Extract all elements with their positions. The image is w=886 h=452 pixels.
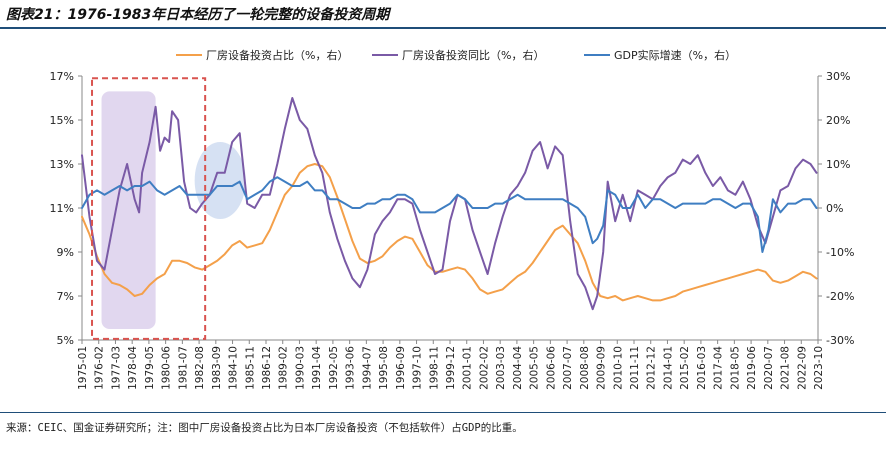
x-tick-label: 2016-03	[696, 346, 708, 390]
series-line-gdp-growth	[81, 176, 818, 253]
y-right-tick-label: -10%	[826, 246, 854, 259]
y-left-tick-label: 15%	[50, 114, 74, 127]
top-rule	[0, 27, 886, 29]
highlight-shade-1976-1979	[101, 91, 156, 330]
highlight-layer	[101, 91, 246, 330]
x-tick-label: 1980-06	[161, 346, 173, 390]
x-tick-label: 2015-02	[679, 346, 691, 390]
y-left-tick-label: 9%	[57, 246, 74, 259]
x-tick-label: 2007-07	[562, 346, 574, 390]
y-right-tick-label: 0%	[826, 202, 843, 215]
x-tick-label: 2011-11	[629, 346, 641, 390]
y-right-tick-label: -20%	[826, 290, 854, 303]
y-right-tick-label: -30%	[826, 334, 854, 347]
y-left-tick-label: 5%	[57, 334, 74, 347]
x-tick-label: 1994-07	[361, 346, 373, 390]
x-tick-label: 1996-09	[395, 346, 407, 390]
x-tick-label: 1975-01	[77, 346, 89, 390]
x-tick-label: 1998-11	[428, 346, 440, 390]
x-tick-label: 1986-12	[261, 346, 273, 390]
x-tick-label: 1997-10	[412, 346, 424, 390]
axes-layer: 5% 7% 9% 11% 13% 15% 17% -30% -20% -10% 0% 10% 20% 30…	[50, 70, 855, 390]
x-tick-label: 1985-11	[244, 346, 256, 390]
x-tick-label: 1976-02	[94, 346, 106, 390]
x-tick-label: 1990-03	[294, 346, 306, 390]
y-left-tick-label: 7%	[57, 290, 74, 303]
x-tick-label: 2006-06	[545, 346, 557, 390]
x-tick-label: 2017-04	[713, 346, 725, 390]
x-tick-label: 1983-09	[211, 346, 223, 390]
x-tick-label: 2005-05	[529, 346, 541, 390]
source-note: 来源：CEIC、国金证券研究所；注：图中厂房设备投资占比为日本厂房设备投资（不包…	[6, 422, 523, 434]
x-tick-label: 2023-10	[813, 346, 825, 390]
x-tick-label: 2001-01	[462, 346, 474, 390]
x-tick-label: 2003-03	[495, 346, 507, 390]
legend-label-orange: 厂房设备投资占比（%，右）	[206, 48, 348, 62]
x-tick-label: 1991-04	[311, 346, 323, 390]
x-tick-label: 1978-04	[127, 346, 139, 390]
x-tick-label: 2021-08	[780, 346, 792, 390]
x-tick-label: 2010-10	[612, 346, 624, 390]
highlight-dashed-box-1976-1983	[91, 77, 207, 340]
legend-label-purple: 厂房设备投资同比（%，右）	[402, 48, 544, 62]
highlight-ellipse-1983-1985	[194, 142, 246, 219]
y-left-tick-label: 17%	[50, 70, 74, 83]
x-tick-label: 1992-05	[328, 346, 340, 390]
series-layer	[81, 77, 818, 340]
y-left-tick-label: 11%	[50, 202, 74, 215]
y-right-tick-label: 20%	[826, 114, 850, 127]
y-left-tick-label: 13%	[50, 158, 74, 171]
legend-label-blue: GDP实际增速（%，右）	[614, 48, 736, 62]
x-tick-label: 2018-05	[729, 346, 741, 390]
x-tick-label: 1979-05	[144, 346, 156, 390]
x-tick-label: 2019-06	[746, 346, 758, 390]
x-tick-label: 1999-12	[445, 346, 457, 390]
x-tick-label: 2020-07	[763, 346, 775, 390]
legend: 厂房设备投资占比（%，右） 厂房设备投资同比（%，右） GDP实际增速（%，右）	[176, 48, 736, 62]
x-tick-label: 1995-08	[378, 346, 390, 390]
series-line-investment-yoy	[81, 97, 818, 311]
x-tick-label: 2002-02	[478, 346, 490, 390]
y-right-tick-label: 30%	[826, 70, 850, 83]
chart-title: 图表21：1976-1983年日本经历了一轮完整的设备投资周期	[6, 7, 390, 23]
x-tick-label: 1993-06	[345, 346, 357, 390]
bottom-rule	[0, 412, 886, 413]
x-tick-label: 1989-02	[278, 346, 290, 390]
x-tick-label: 1984-10	[228, 346, 240, 390]
y-right-tick-label: 10%	[826, 158, 850, 171]
x-tick-label: 2012-12	[646, 346, 658, 390]
x-tick-label: 1982-08	[194, 346, 206, 390]
x-tick-label: 2004-04	[512, 346, 524, 390]
x-tick-label: 2008-08	[579, 346, 591, 390]
x-tick-label: 2022-09	[796, 346, 808, 390]
x-tick-label: 1977-03	[110, 346, 122, 390]
x-tick-label: 2014-01	[662, 346, 674, 390]
x-tick-label: 2009-09	[596, 346, 608, 390]
x-tick-label: 1981-07	[177, 346, 189, 390]
